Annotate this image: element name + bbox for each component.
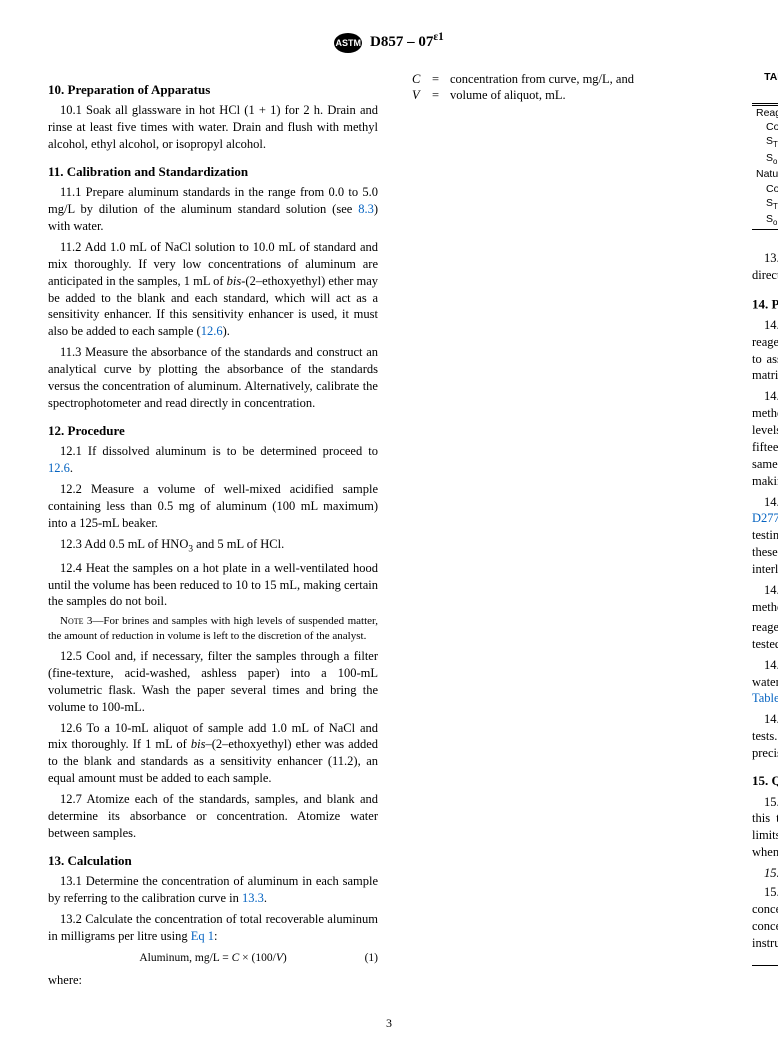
designation: D857 – 07 [370,34,433,50]
page-number: 3 [0,1015,778,1031]
p-10-1: 10.1 Soak all glassware in hot HCl (1 + … [48,102,378,153]
p-12-4: 12.4 Heat the samples on a hot plate in … [48,560,378,611]
sec-14-head: 14. Precision and Bias4 [752,294,778,313]
equation-1: Aluminum, mg/L = C × (100/V) (1) [48,951,378,967]
p-12-3: 12.3 Add 0.5 mL of HNO3 and 5 mL of HCl. [48,536,378,556]
p-14-5: 14.5 Recoveries of known amounts of alum… [752,657,778,708]
where-label: where: [48,972,378,989]
p-14-6: 14.6 The sensitivity enhancer was not us… [752,711,778,762]
link-12-6b[interactable]: 12.6 [48,461,70,475]
p-13-2: 13.2 Calculate the concentration of tota… [48,911,378,945]
link-8-3[interactable]: 8.3 [358,202,374,216]
p-15-2: 15.2 Calibration and Calibration Verific… [764,865,778,882]
p-13-3: 13.3 Calculate the concentration of diss… [752,250,778,284]
p-13-1: 13.1 Determine the concentration of alum… [48,873,378,907]
p-12-5: 12.5 Cool and, if necessary, filter the … [48,648,378,716]
link-d2777a[interactable]: D2777 [752,511,778,525]
link-table2[interactable]: Table 2 [752,691,778,705]
p-12-7: 12.7 Atomize each of the standards, samp… [48,791,378,842]
table-1-title: TABLE 1 Overall (ST) and Single-Operator… [752,71,778,99]
eps: ε1 [433,31,443,43]
page-header: ASTM D857 – 07ε1 [48,30,730,53]
link-13-3[interactable]: 13.3 [242,891,264,905]
body-columns: 10. Preparation of Apparatus 10.1 Soak a… [48,71,730,991]
p-11-1: 11.1 Prepare aluminum standards in the r… [48,184,378,235]
footnote-rule [752,965,778,966]
p-15-1: 15.1 In order to be certain that analyti… [752,794,778,862]
link-eq1[interactable]: Eq 1 [191,929,214,943]
p-12-6: 12.6 To a 10-mL aliquot of sample add 1.… [48,720,378,788]
p-14-4: 14.4 The overall and single-operator pre… [752,582,778,653]
p-14-1: 14.1 Precision data for this test method… [752,317,778,385]
p-14-2: 14.2 The collaborative test of the direc… [752,388,778,489]
p-12-1: 12.1 If dissolved aluminum is to be dete… [48,443,378,477]
sec-11-head: 11. Calibration and Standardization [48,163,378,181]
eq-body: Aluminum, mg/L = C × (100/V) [139,951,286,967]
sec-12-head: 12. Procedure [48,422,378,440]
where-list: C=concentration from curve, mg/L, and V=… [412,71,730,105]
astm-logo: ASTM [334,33,362,53]
p-12-2: 12.2 Measure a volume of well-mixed acid… [48,481,378,532]
sec-13-head: 13. Calculation [48,852,378,870]
p-11-2: 11.2 Add 1.0 mL of NaCl solution to 10.0… [48,239,378,340]
p-14-3: 14.3 Precision and bias for this test me… [752,494,778,578]
sec-10-head: 10. Preparation of Apparatus [48,81,378,99]
p-11-3: 11.3 Measure the absorbance of the stand… [48,344,378,412]
p-15-2-1: 15.2.1 Analyze at least three working st… [752,884,778,952]
eq-number: (1) [365,951,378,967]
sec-15-head: 15. Quality Control [752,772,778,790]
table-1: TABLE 1 Overall (ST) and Single-Operator… [752,71,778,231]
note-3: Note 3—For brines and samples with high … [48,614,378,644]
link-12-6a[interactable]: 12.6 [201,324,223,338]
